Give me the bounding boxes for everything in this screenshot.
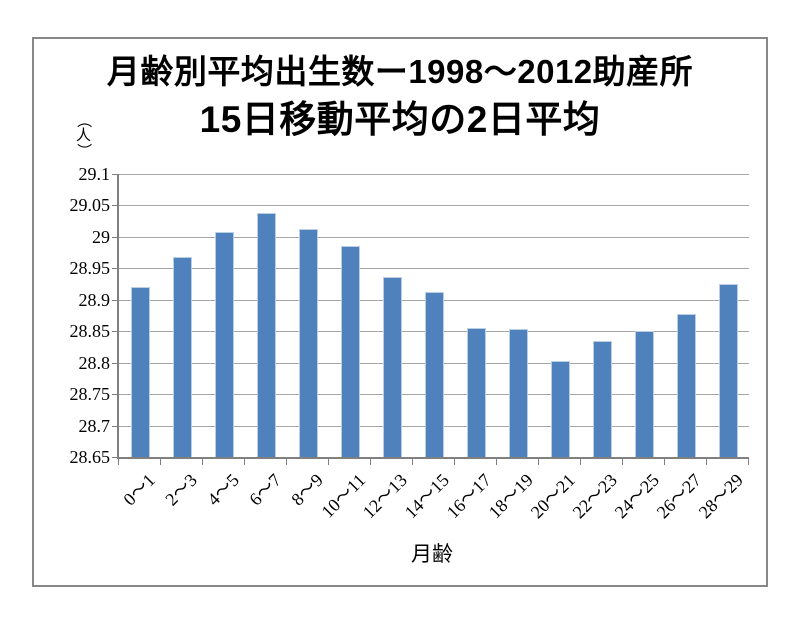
y-axis-tick-label: 29.05 bbox=[69, 195, 111, 215]
y-axis-tick-mark bbox=[112, 363, 118, 364]
bar bbox=[635, 331, 654, 457]
chart-frame: 月齢別平均出生数ー1998～2012助産所 15日移動平均の2日平均 （人） 月… bbox=[32, 37, 768, 587]
y-axis-tick-mark bbox=[112, 300, 118, 301]
y-gridline bbox=[119, 205, 749, 206]
bar bbox=[425, 292, 444, 457]
chart-title: 月齢別平均出生数ー1998～2012助産所 15日移動平均の2日平均 bbox=[34, 53, 766, 141]
y-axis-tick-label: 28.7 bbox=[78, 416, 111, 436]
x-axis-tick-mark bbox=[580, 459, 581, 465]
chart-title-line2: 15日移動平均の2日平均 bbox=[199, 98, 601, 140]
plot-area bbox=[117, 174, 749, 459]
y-axis-tick-label: 28.95 bbox=[69, 258, 111, 278]
bar bbox=[677, 314, 696, 457]
y-axis-tick-mark bbox=[112, 331, 118, 332]
x-axis-tick-mark bbox=[202, 459, 203, 465]
y-gridline bbox=[119, 174, 749, 175]
y-axis-tick-label: 29.1 bbox=[78, 164, 111, 184]
x-axis-tick-mark bbox=[160, 459, 161, 465]
bar bbox=[383, 277, 402, 457]
x-axis-title: 月齢 bbox=[411, 543, 453, 566]
bar bbox=[299, 229, 318, 457]
y-axis-tick-mark bbox=[112, 394, 118, 395]
x-axis-tick-mark bbox=[328, 459, 329, 465]
y-axis-tick-mark bbox=[112, 205, 118, 206]
x-axis-tick-mark bbox=[118, 459, 119, 465]
y-axis-unit-char: ） bbox=[75, 142, 93, 159]
bar bbox=[173, 257, 192, 457]
bar bbox=[509, 329, 528, 457]
x-axis-tick-mark bbox=[664, 459, 665, 465]
y-axis-tick-label: 28.65 bbox=[69, 447, 111, 467]
x-axis-tick-label-text: 28～29 bbox=[694, 469, 747, 523]
x-axis-tick-mark bbox=[370, 459, 371, 465]
y-axis-tick-label: 28.8 bbox=[78, 353, 111, 373]
y-axis-tick-mark bbox=[112, 174, 118, 175]
y-axis-tick-label: 28.9 bbox=[78, 290, 111, 310]
y-axis-unit-label: （人） bbox=[75, 112, 93, 159]
bar bbox=[467, 328, 486, 457]
y-axis-unit-char: （ bbox=[75, 112, 93, 129]
x-axis-tick-mark bbox=[244, 459, 245, 465]
y-axis-tick-label: 28.85 bbox=[69, 321, 111, 341]
y-axis-unit-char: 人 bbox=[76, 127, 92, 144]
x-axis-tick-mark bbox=[622, 459, 623, 465]
bar bbox=[719, 284, 738, 457]
x-axis-tick-mark bbox=[496, 459, 497, 465]
bar bbox=[551, 361, 570, 457]
bar bbox=[131, 287, 150, 457]
y-axis-tick-mark bbox=[112, 268, 118, 269]
y-axis-tick-label: 29 bbox=[92, 227, 110, 247]
bar bbox=[341, 246, 360, 457]
y-axis-tick-mark bbox=[112, 237, 118, 238]
x-axis-tick-mark bbox=[706, 459, 707, 465]
x-axis-tick-mark bbox=[286, 459, 287, 465]
y-axis-tick-label: 28.75 bbox=[69, 384, 111, 404]
y-axis-tick-mark bbox=[112, 426, 118, 427]
y-gridline bbox=[119, 237, 749, 238]
chart-title-line1: 月齢別平均出生数ー1998～2012助産所 bbox=[106, 53, 694, 90]
x-axis-tick-mark bbox=[454, 459, 455, 465]
x-axis-tick-label: 28～29 bbox=[580, 467, 747, 522]
y-gridline bbox=[119, 268, 749, 269]
x-axis-tick-mark bbox=[412, 459, 413, 465]
x-axis-tick-mark bbox=[748, 459, 749, 465]
bar bbox=[593, 341, 612, 457]
y-axis-tick-mark bbox=[112, 457, 118, 458]
bar bbox=[215, 232, 234, 457]
bar bbox=[257, 213, 276, 457]
x-axis-tick-mark bbox=[538, 459, 539, 465]
